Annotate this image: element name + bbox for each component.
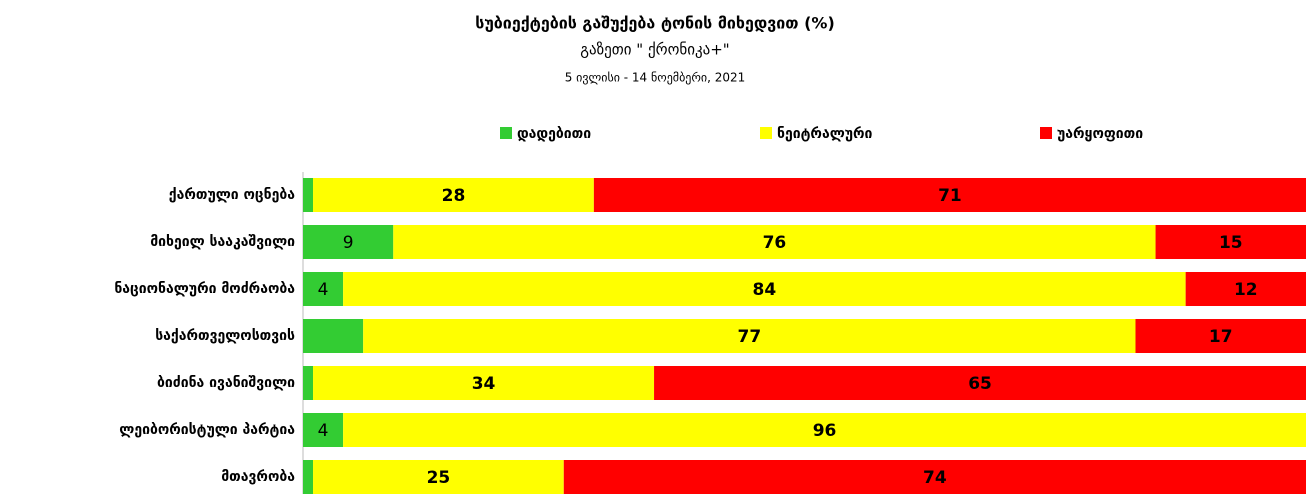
category-label: ნაციონალური მოძრაობა bbox=[114, 281, 295, 297]
bar-segment bbox=[313, 460, 564, 494]
value-label: 65 bbox=[968, 374, 992, 394]
bar-segment bbox=[1185, 272, 1306, 306]
bar-segment bbox=[393, 225, 1156, 259]
category-label: მიხეილ სააკაშვილი bbox=[150, 234, 295, 250]
category-label: ქართული ოცნება bbox=[169, 187, 296, 203]
bar-segment bbox=[303, 366, 314, 400]
value-label: 9 bbox=[343, 233, 354, 253]
value-label: 4 bbox=[318, 421, 329, 441]
legend-swatch bbox=[500, 127, 512, 139]
bar-segment bbox=[1135, 319, 1306, 353]
legend-label: უარყოფითი bbox=[1057, 126, 1143, 142]
value-label: 74 bbox=[923, 468, 947, 488]
bar-segment bbox=[343, 272, 1186, 306]
value-label: 34 bbox=[472, 374, 496, 394]
bar-segment bbox=[654, 366, 1306, 400]
value-label: 77 bbox=[737, 327, 761, 347]
chart-subtitle: გაზეთი " ქრონიკა+" bbox=[580, 41, 729, 59]
category-label: საქართველოსთვის bbox=[155, 328, 295, 344]
bar-segment bbox=[563, 460, 1306, 494]
value-label: 17 bbox=[1209, 327, 1233, 347]
bar-segment bbox=[303, 225, 394, 259]
chart-title: სუბიექტების გაშუქება ტონის მიხედვით (%) bbox=[475, 14, 835, 33]
category-label: ლეიბორისტული პარტია bbox=[119, 422, 295, 438]
bar-segment bbox=[1155, 225, 1306, 259]
bar-segment bbox=[593, 178, 1306, 212]
bar-segment bbox=[303, 413, 344, 447]
bar-segment bbox=[303, 178, 314, 212]
date-range: 5 ივლისი - 14 ნოემბერი, 2021 bbox=[565, 71, 746, 85]
legend-swatch bbox=[760, 127, 772, 139]
value-label: 96 bbox=[813, 421, 837, 441]
bar-segment bbox=[343, 413, 1306, 447]
bar-segment bbox=[303, 272, 344, 306]
bar-segment bbox=[313, 178, 594, 212]
value-label: 15 bbox=[1219, 233, 1243, 253]
bar-segment bbox=[363, 319, 1136, 353]
value-label: 76 bbox=[763, 233, 787, 253]
bar-segment bbox=[303, 319, 364, 353]
value-label: 4 bbox=[318, 280, 329, 300]
value-label: 71 bbox=[938, 186, 962, 206]
bar-segment bbox=[303, 460, 314, 494]
legend-label: ნეიტრალური bbox=[777, 126, 873, 142]
legend-label: დადებითი bbox=[517, 126, 591, 142]
category-label: ბიძინა ივანიშვილი bbox=[157, 375, 295, 391]
value-label: 84 bbox=[753, 280, 777, 300]
value-label: 28 bbox=[442, 186, 466, 206]
category-label: მთავრობა bbox=[221, 469, 295, 485]
legend-swatch bbox=[1040, 127, 1052, 139]
value-label: 25 bbox=[427, 468, 451, 488]
bar-segment bbox=[313, 366, 655, 400]
value-label: 12 bbox=[1234, 280, 1258, 300]
